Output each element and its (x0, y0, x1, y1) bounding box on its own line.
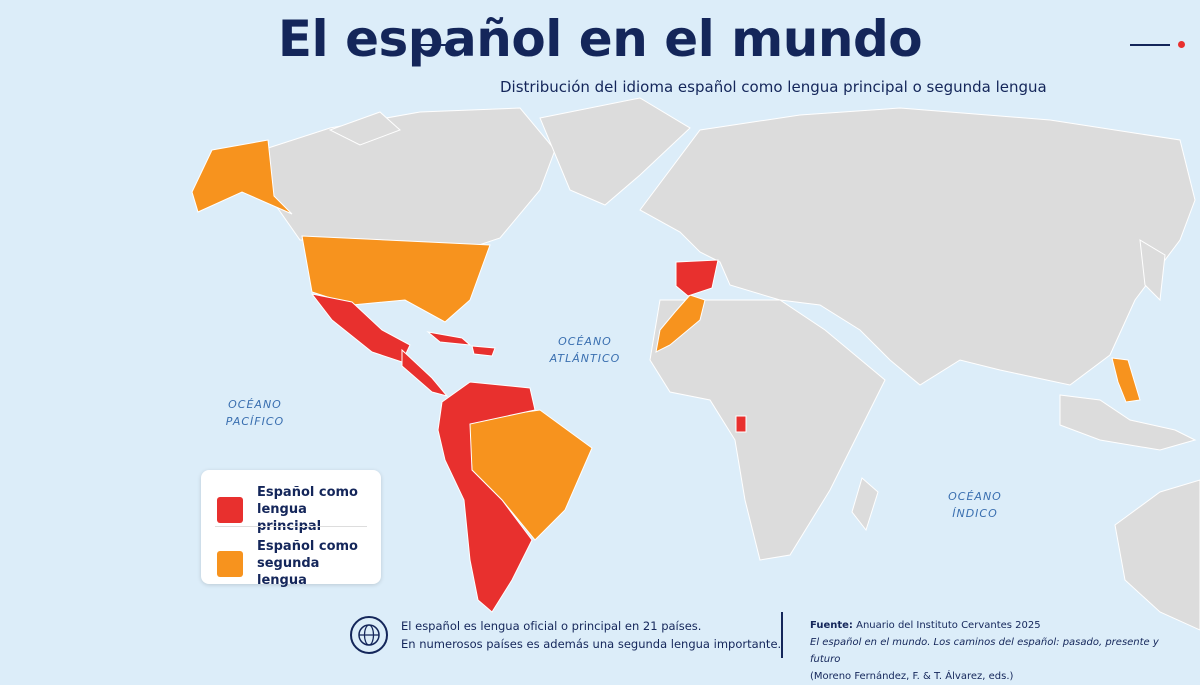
ocean-label: OCÉANO (948, 490, 1002, 503)
main-language-regions (310, 259, 747, 613)
ocean-label: PACÍFICO (226, 415, 284, 428)
footer-note: El español es lengua oficial o principal… (401, 617, 781, 653)
central-america (401, 348, 449, 397)
alaska (191, 139, 293, 215)
ocean-label: OCÉANO (558, 335, 612, 348)
note-line: En numerosos países es además una segund… (401, 637, 782, 651)
second-language-regions (191, 139, 1141, 541)
ocean-label: ÍNDICO (952, 507, 998, 520)
ocean-label: ATLÁNTICO (549, 352, 621, 365)
title-decoration (1178, 41, 1185, 48)
land (261, 97, 1200, 631)
note-line: El español es lengua oficial o principal… (401, 619, 702, 633)
source-label: Fuente: (810, 620, 853, 631)
legend-swatch (217, 550, 243, 577)
cuba (426, 331, 472, 346)
title-decoration (398, 41, 405, 48)
subtitle: Distribución del idioma español como len… (500, 78, 1047, 96)
globe-icon (350, 616, 388, 654)
title: El español en el mundo (277, 10, 923, 68)
footer-separator (781, 612, 783, 658)
equatorial-guinea (735, 415, 747, 433)
legend-label: Español como lengua principal (257, 485, 358, 534)
legend-item: Español como segunda lengua (217, 538, 372, 589)
title-decoration (1130, 44, 1170, 46)
legend-label: Español como segunda lengua (257, 539, 358, 588)
ocean-labels: OCÉANO ATLÁNTICO OCÉANO PACÍFICO OCÉANO … (226, 335, 1002, 520)
morocco (655, 294, 706, 353)
spain (675, 259, 719, 297)
ocean-label: OCÉANO (228, 398, 282, 411)
caribbean (471, 345, 496, 357)
title-decoration (414, 44, 454, 46)
source-line: Fuente: Anuario del Instituto Cervantes … (810, 617, 1190, 634)
source-work: El español en el mundo. Los caminos del … (810, 637, 1159, 665)
legend-item: Español como lengua principal (217, 484, 372, 535)
legend-swatch (217, 496, 243, 523)
source-text: Anuario del Instituto Cervantes 2025 (856, 620, 1041, 631)
legend-separator (215, 526, 367, 527)
globe-glyph (358, 624, 380, 646)
source-authors: (Moreno Fernández, F. & T. Álvarez, eds.… (810, 671, 1014, 682)
legend: Español como lengua principal Español co… (201, 470, 381, 588)
south-america (437, 381, 536, 613)
philippines (1111, 357, 1141, 403)
